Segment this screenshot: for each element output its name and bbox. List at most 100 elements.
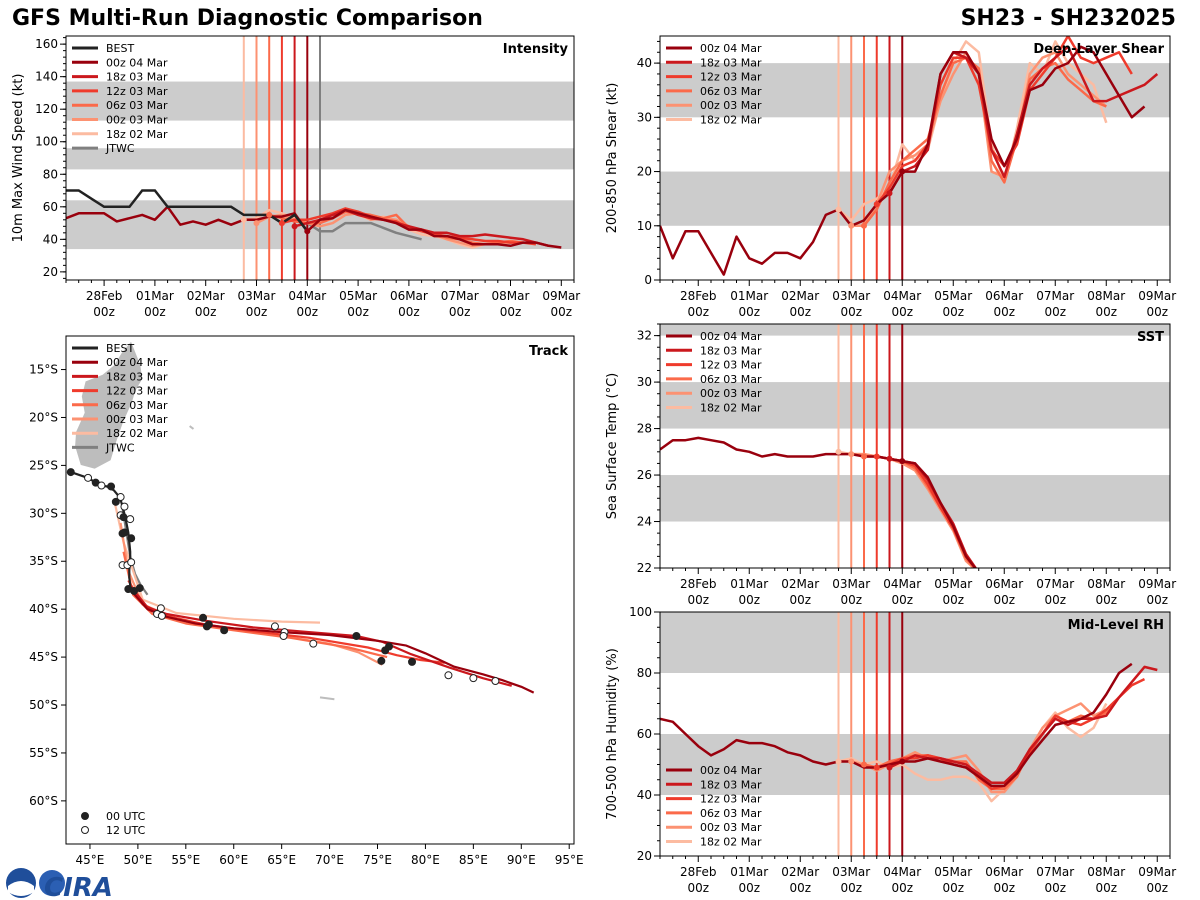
x-tick-label-date: 02Mar (781, 289, 819, 303)
shear-init-lines (837, 36, 904, 280)
marker-00utc (66, 468, 75, 477)
x-tick-label-hour: 00z (1095, 881, 1117, 895)
x-tick-label-hour: 00z (738, 881, 760, 895)
marker-00utc (111, 497, 120, 506)
x-tick-label-hour: 00z (840, 305, 862, 319)
legend-label: BEST (106, 342, 134, 355)
run-init-marker (861, 222, 867, 229)
x-tick-label-date: 01Mar (136, 289, 174, 303)
shear-panel: 28Feb 00z 01Mar 00z 02Mar 00z 03Mar 00z 04Mar 00z… (605, 35, 1176, 319)
panel-title: Track (529, 344, 568, 359)
legend-label: 12z 03 Mar (700, 71, 762, 84)
x-tick-label-hour: 00z (942, 593, 964, 607)
x-tick-label-hour: 00z (789, 305, 811, 319)
intensity-panel: 28Feb 00z 01Mar 00z 02Mar 00z 03Mar 00z 04Mar 00z… (11, 35, 580, 319)
forecast-track-line (130, 586, 512, 687)
x-tick-label-hour: 00z (1044, 593, 1066, 607)
run-init-marker (886, 190, 893, 197)
legend-label: 00z 03 Mar (106, 114, 168, 127)
x-tick-label: 95°E (555, 853, 584, 867)
x-tick-label-date: 01Mar (730, 865, 768, 879)
y-tick-label: 45°S (29, 650, 58, 664)
run-init-marker (899, 758, 906, 765)
x-tick-label-date: 03Mar (832, 289, 870, 303)
intensity-series (66, 189, 562, 249)
marker-00utc (107, 482, 116, 491)
marker-00utc (120, 528, 129, 537)
x-tick-label-hour: 00z (1095, 593, 1117, 607)
y-tick-label: 24 (637, 515, 652, 529)
y-tick-label: 20 (43, 265, 58, 279)
y-tick-label: 30 (637, 110, 652, 124)
legend-label: 00z 04 Mar (106, 356, 168, 369)
x-tick-label-date: 06Mar (985, 289, 1023, 303)
marker-00utc (220, 626, 229, 635)
legend-label: 18z 02 Mar (700, 114, 762, 127)
noaa-wave-icon (8, 881, 34, 896)
legend-label: 12z 03 Mar (106, 85, 168, 98)
marker-00utc (204, 620, 213, 629)
marker-12utc (126, 515, 135, 524)
x-tick-label-date: 07Mar (441, 289, 479, 303)
x-tick-label-date: 05Mar (934, 577, 972, 591)
x-tick-label-date: 28Feb (86, 289, 123, 303)
land-layer (74, 339, 335, 701)
x-tick-label: 70°E (315, 853, 344, 867)
y-tick-label: 0 (644, 273, 652, 287)
marker-12utc (444, 671, 453, 680)
y-tick-label: 120 (35, 102, 58, 116)
threshold-band (660, 475, 1170, 522)
x-tick-label-hour: 00z (1095, 305, 1117, 319)
marker-00utc (119, 513, 128, 522)
series-line (306, 221, 422, 241)
y-tick-label: 20°S (29, 410, 58, 424)
x-tick-label-date: 06Mar (390, 289, 428, 303)
run-init-marker (266, 211, 273, 218)
x-tick-label: 80°E (411, 853, 440, 867)
figure-title: GFS Multi-Run Diagnostic Comparison (12, 6, 483, 31)
x-tick-label-hour: 00z (687, 881, 709, 895)
marker-12utc (127, 558, 136, 567)
x-tick-label-date: 09Mar (1138, 865, 1176, 879)
legend-label: 18z 02 Mar (700, 836, 762, 849)
run-init-marker (886, 764, 893, 771)
cira-globe-icon (39, 870, 65, 896)
marker-12utc (156, 604, 165, 613)
legend-label: 00z 04 Mar (700, 330, 762, 343)
y-tick-label: 160 (35, 37, 58, 51)
x-tick-label-date: 05Mar (934, 865, 972, 879)
rh-series (660, 662, 1158, 803)
x-tick-label-date: 05Mar (934, 289, 972, 303)
panel-title: Intensity (503, 42, 569, 57)
y-tick-label: 25°S (29, 458, 58, 472)
x-tick-label-date: 03Mar (832, 865, 870, 879)
marker-12utc (120, 502, 129, 511)
legend-label: 00z 04 Mar (700, 42, 762, 55)
x-tick-label-hour: 00z (993, 881, 1015, 895)
legend-label: 00z 03 Mar (106, 413, 168, 426)
y-tick-label: 22 (637, 561, 652, 575)
series-line (660, 662, 1133, 788)
legend-label: 18z 03 Mar (700, 344, 762, 357)
x-tick-label-hour: 00z (840, 881, 862, 895)
y-tick-label: 40°S (29, 602, 58, 616)
shear-series (660, 36, 1159, 276)
x-tick-label-hour: 00z (551, 305, 573, 319)
y-tick-label: 26 (637, 468, 652, 482)
noaa-cira-logo: CIRA (6, 868, 113, 900)
legend-label: BEST (106, 42, 134, 55)
marker-12utc (116, 493, 125, 502)
cira-logo-text: CIRA (44, 873, 113, 900)
x-tick-label-hour: 00z (297, 305, 319, 319)
x-tick-label-date: 01Mar (730, 289, 768, 303)
legend-label: 12z 03 Mar (106, 385, 168, 398)
x-tick-label-date: 08Mar (1087, 865, 1125, 879)
run-init-marker (291, 223, 298, 230)
x-tick-label-date: 04Mar (883, 577, 921, 591)
x-tick-label-hour: 00z (993, 305, 1015, 319)
run-init-marker (861, 453, 867, 460)
forecast-track-line (122, 551, 388, 659)
x-tick-label: 45°E (76, 853, 105, 867)
y-tick-label: 100 (35, 135, 58, 149)
x-tick-label-hour: 00z (195, 305, 217, 319)
